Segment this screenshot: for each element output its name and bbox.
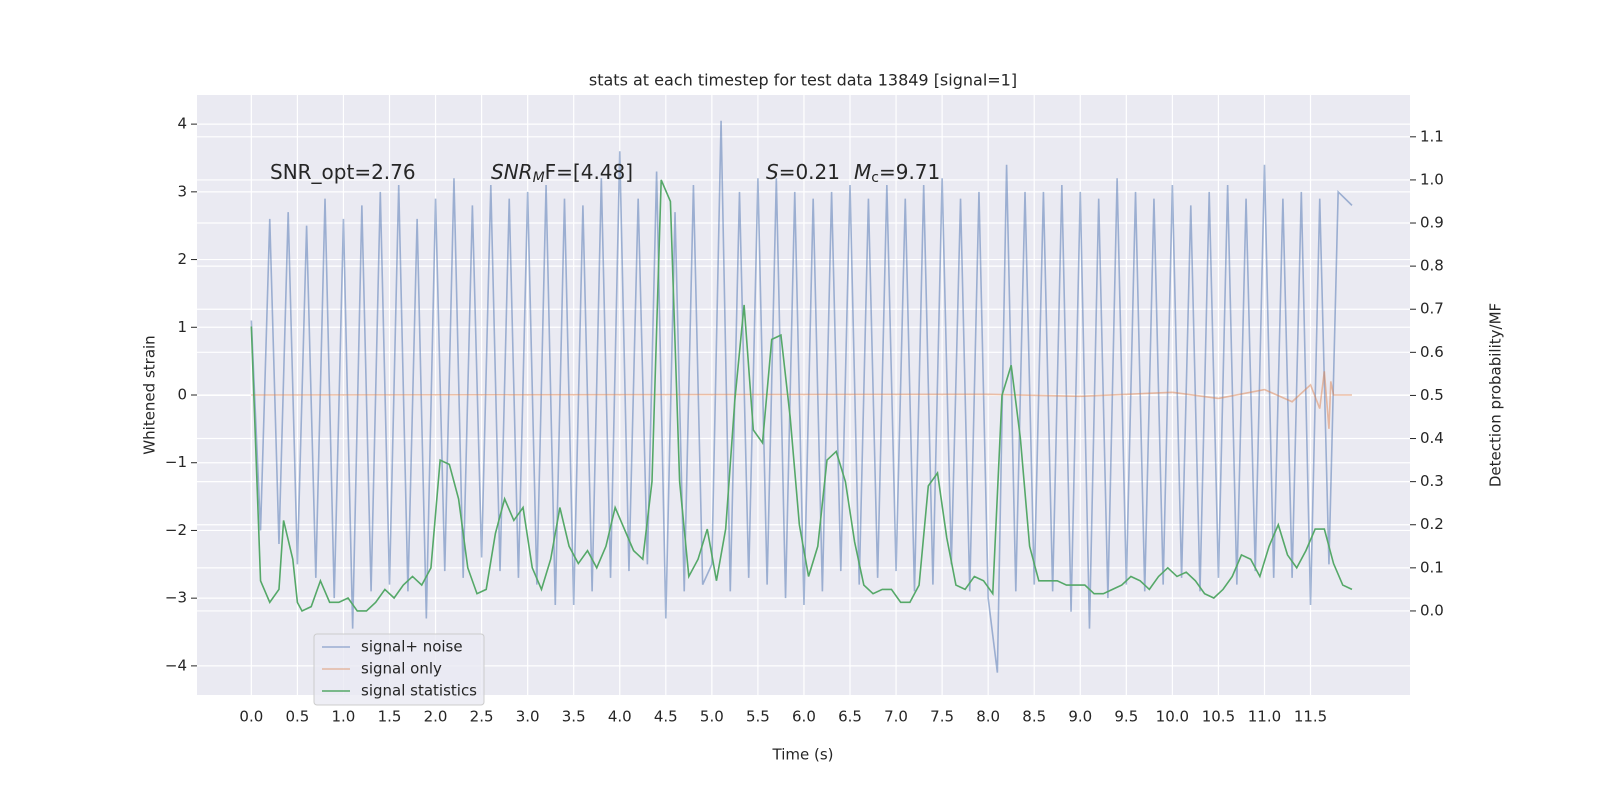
- y2-tick-label: 0.4: [1420, 429, 1444, 447]
- x-tick-label: 8.5: [1022, 708, 1046, 726]
- y-tick-label: 1: [177, 318, 187, 336]
- y2-tick-label: 0.9: [1420, 214, 1444, 232]
- y2-tick-label: 0.1: [1420, 558, 1444, 576]
- x-tick-label: 3.0: [516, 708, 540, 726]
- x-tick-label: 7.5: [930, 708, 954, 726]
- y2-tick-label: 0.5: [1420, 386, 1444, 404]
- y2-tick-label: 1.0: [1420, 170, 1444, 188]
- legend-box: [313, 633, 485, 706]
- x-tick-label: 10.5: [1202, 708, 1235, 726]
- chart-title: stats at each timestep for test data 138…: [589, 71, 1017, 90]
- y2-tick-label: 0.6: [1420, 343, 1444, 361]
- annotation-part: =0.21: [779, 160, 840, 184]
- x-tick-label: 1.5: [378, 708, 402, 726]
- y2-axis-label: Detection probability/MF: [1487, 303, 1505, 487]
- annotation-part: c: [871, 170, 879, 186]
- y2-tick-label: 1.1: [1420, 127, 1444, 145]
- x-tick-label: 9.5: [1114, 708, 1138, 726]
- y-tick-label: 0: [177, 386, 187, 404]
- y-tick-label: −1: [165, 453, 187, 471]
- annotation-part: SNR: [491, 160, 533, 184]
- x-tick-label: 4.5: [654, 708, 678, 726]
- series-line: [250, 120, 1353, 673]
- annotation-part: M: [854, 160, 871, 184]
- y-tick-label: −2: [165, 521, 187, 539]
- annotations: SNR_opt=2.76 SNRMF=[4.48] S=0.21 Mc=9.71: [270, 160, 940, 187]
- y-tick-label: −4: [165, 656, 187, 674]
- series-line: [250, 179, 1353, 612]
- x-tick-label: 7.0: [884, 708, 908, 726]
- y2-tick-label: 0.7: [1420, 300, 1444, 318]
- y-axis-label: Whitened strain: [141, 335, 159, 454]
- annotation: SNR_opt=2.76: [270, 160, 416, 184]
- x-tick-label: 3.5: [562, 708, 586, 726]
- annotation: S=0.21 Mc=9.71: [766, 160, 940, 187]
- annotation: SNRMF=[4.48]: [491, 160, 633, 187]
- x-axis-label: Time (s): [772, 746, 834, 764]
- x-tick-label: 11.5: [1294, 708, 1327, 726]
- legend-label: signal only: [361, 660, 442, 678]
- y-tick-label: 4: [177, 115, 187, 133]
- legend-label: signal+ noise: [361, 638, 463, 656]
- x-tick-label: 2.0: [424, 708, 448, 726]
- x-tick-label: 1.0: [332, 708, 356, 726]
- y-tick-label: 2: [177, 250, 187, 268]
- x-tick-label: 0.0: [239, 708, 263, 726]
- marks: [250, 120, 1353, 673]
- x-tick-label: 5.5: [746, 708, 770, 726]
- y-tick-label: −3: [165, 589, 187, 607]
- x-tick-label: 10.0: [1156, 708, 1189, 726]
- x-tick-label: 8.0: [976, 708, 1000, 726]
- x-tick-label: 6.5: [838, 708, 862, 726]
- y2-tick-label: 0.0: [1420, 601, 1444, 619]
- legend: signal+ noise signal only signal statistic…: [313, 633, 485, 706]
- x-tick-label: 11.0: [1248, 708, 1281, 726]
- x-tick-label: 5.0: [700, 708, 724, 726]
- annotation-part: S: [766, 160, 779, 184]
- y2-tick-label: 0.8: [1420, 257, 1444, 275]
- x-tick-label: 4.0: [608, 708, 632, 726]
- annotation-part: F=[4.48]: [545, 160, 633, 184]
- legend-label: signal statistics: [361, 682, 477, 700]
- x-tick-label: 6.0: [792, 708, 816, 726]
- annotation-part: M: [533, 170, 545, 186]
- x-tick-label: 0.5: [285, 708, 309, 726]
- y2-tick-label: 0.3: [1420, 472, 1444, 490]
- x-tick-label: 9.0: [1068, 708, 1092, 726]
- y-tick-label: 3: [177, 182, 187, 200]
- y2-tick-label: 0.2: [1420, 515, 1444, 533]
- series-line: [251, 371, 1352, 429]
- annotation-part: =9.71: [879, 160, 940, 184]
- annotation-part: SNR_opt=2.76: [270, 160, 416, 184]
- x-tick-label: 2.5: [470, 708, 494, 726]
